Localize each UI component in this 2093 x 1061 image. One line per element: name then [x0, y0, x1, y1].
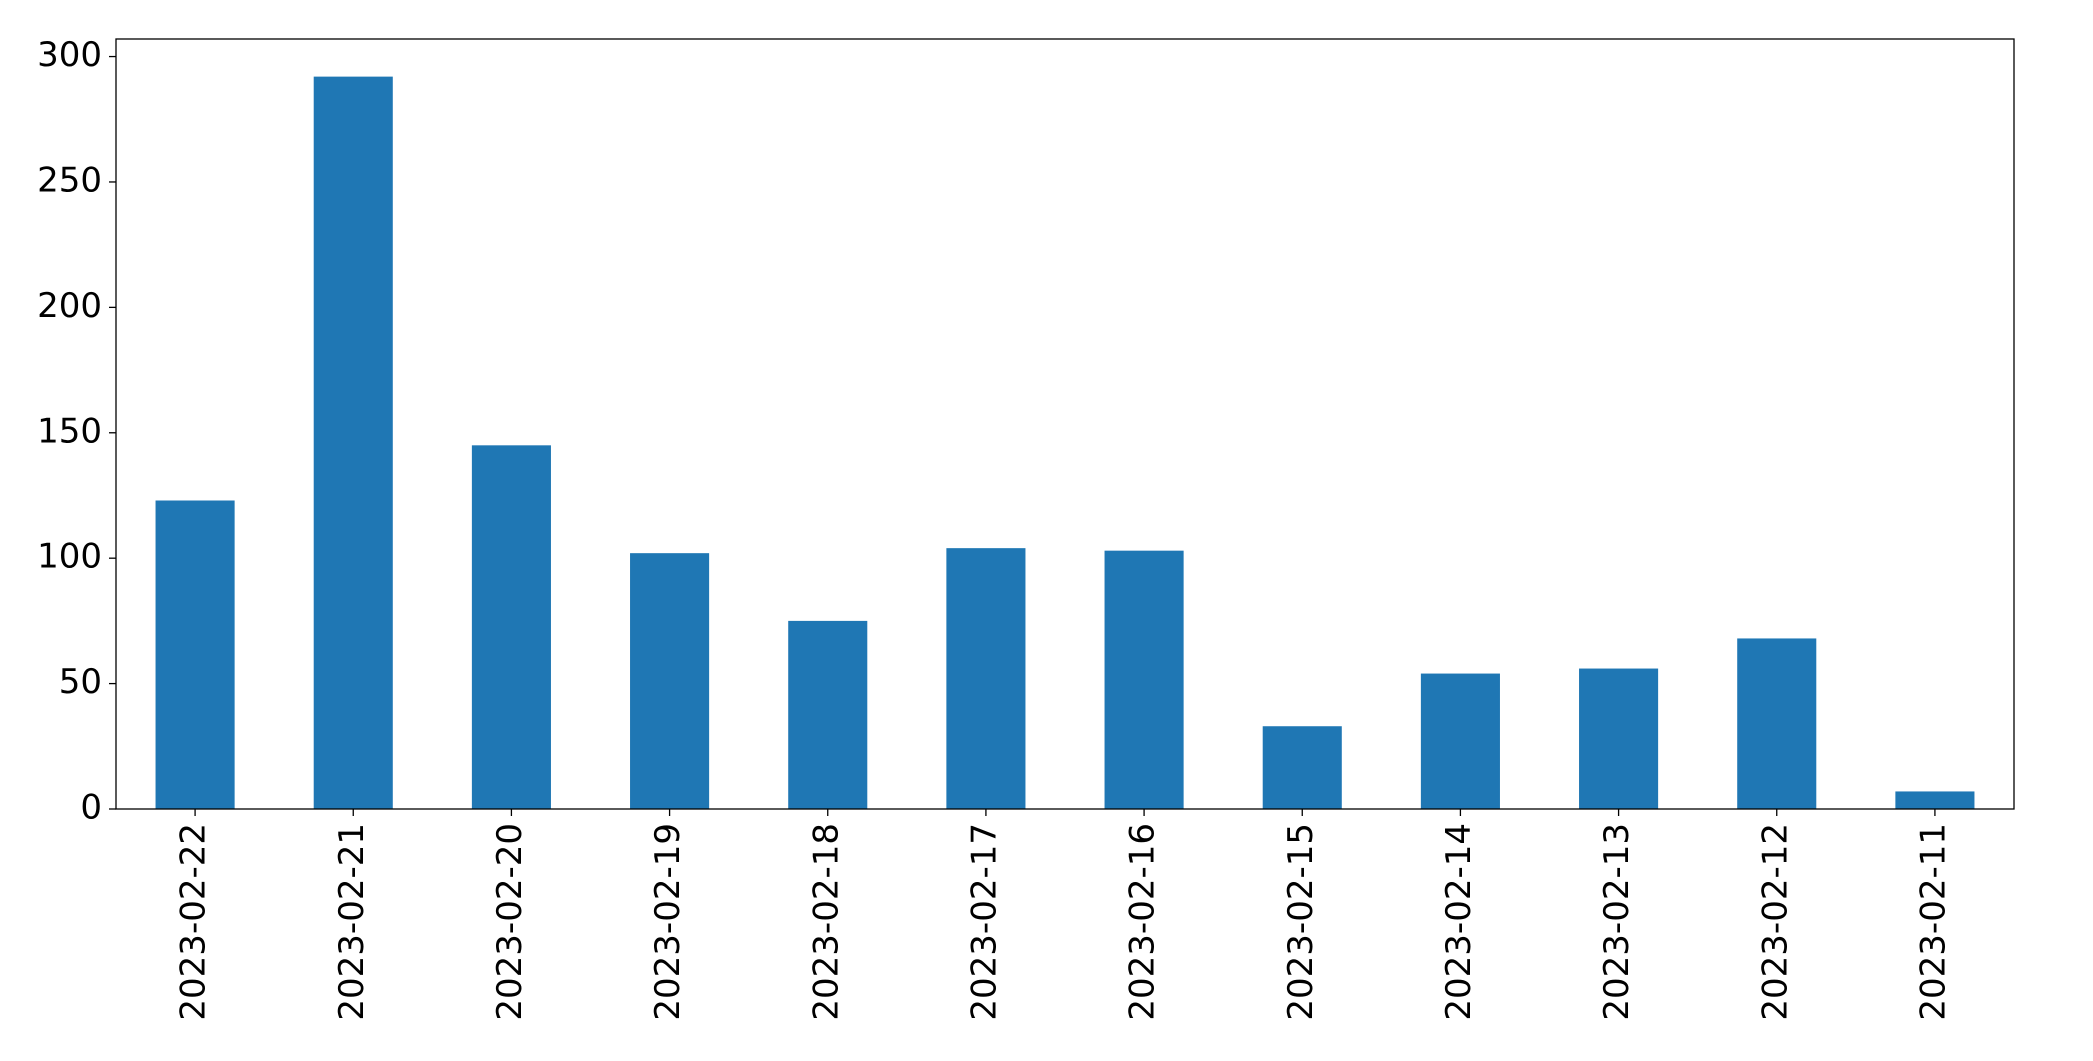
y-tick-label: 200	[37, 286, 102, 326]
bar	[1579, 668, 1659, 809]
bar	[471, 445, 551, 809]
bar	[1737, 638, 1817, 809]
y-tick-label: 150	[37, 411, 102, 451]
x-tick-label: 2023-02-19	[648, 823, 688, 1021]
bar	[1262, 726, 1342, 809]
y-tick-label: 100	[37, 537, 102, 577]
plot-frame	[115, 38, 2015, 810]
bar	[946, 548, 1026, 809]
x-tick-label: 2023-02-16	[1123, 823, 1163, 1021]
x-tick-label: 2023-02-17	[964, 823, 1004, 1021]
bar	[1104, 550, 1184, 809]
y-tick-label: 50	[59, 662, 102, 702]
y-tick-label: 300	[37, 35, 102, 75]
bar	[788, 620, 868, 809]
x-tick-label: 2023-02-20	[490, 823, 530, 1021]
x-tick-label: 2023-02-15	[1281, 823, 1321, 1021]
bar	[1420, 673, 1500, 809]
x-tick-label: 2023-02-13	[1597, 823, 1637, 1021]
bar	[155, 500, 235, 809]
x-tick-label: 2023-02-22	[174, 823, 214, 1021]
bar	[630, 553, 710, 809]
y-tick-label: 250	[37, 160, 102, 200]
x-tick-label: 2023-02-18	[806, 823, 846, 1021]
x-tick-label: 2023-02-11	[1913, 823, 1953, 1021]
x-tick-label: 2023-02-14	[1439, 823, 1479, 1021]
x-tick-label: 2023-02-12	[1755, 823, 1795, 1021]
bar	[1895, 791, 1975, 809]
bar	[313, 76, 393, 810]
x-tick-label: 2023-02-21	[332, 823, 372, 1021]
y-tick-label: 0	[80, 788, 102, 828]
